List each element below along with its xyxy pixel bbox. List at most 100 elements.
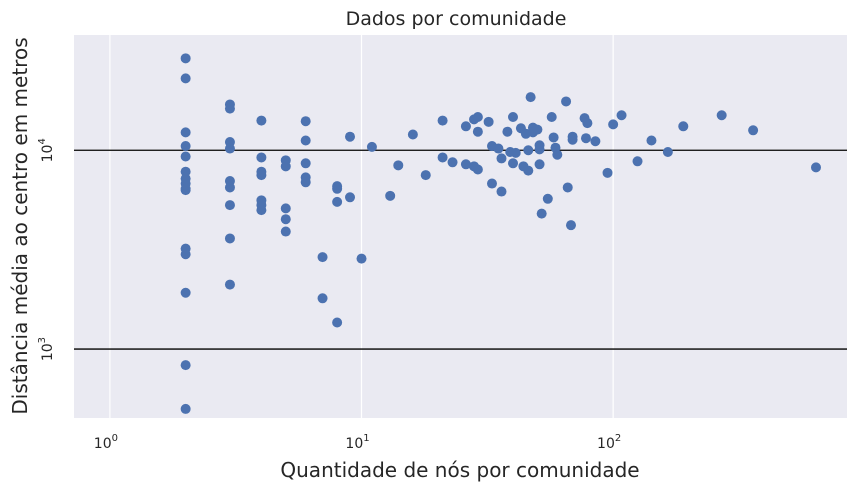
scatter-point xyxy=(280,161,291,172)
scatter-point xyxy=(332,183,343,194)
scatter-point xyxy=(437,152,448,163)
y-axis-label: Distância média ao centro em metros xyxy=(8,37,32,414)
scatter-point xyxy=(486,178,497,189)
scatter-point xyxy=(180,249,191,260)
scatter-point xyxy=(256,115,267,126)
scatter-point xyxy=(510,147,521,158)
scatter-point xyxy=(483,116,494,127)
scatter-point xyxy=(508,111,519,122)
scatter-point xyxy=(256,170,267,181)
scatter-point xyxy=(810,162,821,173)
scatter-point xyxy=(580,133,591,144)
scatter-point xyxy=(748,125,759,136)
scatter-point xyxy=(716,110,727,121)
scatter-point xyxy=(300,177,311,188)
x-tick-label: 100 xyxy=(94,433,118,452)
scatter-point xyxy=(523,165,534,176)
scatter-point xyxy=(224,103,235,114)
scatter-point xyxy=(437,115,448,126)
scatter-point xyxy=(180,141,191,152)
scatter-point xyxy=(616,110,627,121)
scatter-point xyxy=(256,152,267,163)
scatter-point xyxy=(300,135,311,146)
scatter-point xyxy=(536,208,547,219)
scatter-point xyxy=(300,116,311,127)
scatter-point xyxy=(280,203,291,214)
scatter-point xyxy=(472,126,483,137)
scatter-point xyxy=(472,164,483,175)
scatter-point xyxy=(472,111,483,122)
x-tick-label: 101 xyxy=(345,433,369,452)
scatter-point xyxy=(280,214,291,225)
scatter-point xyxy=(280,226,291,237)
scatter-point xyxy=(542,193,553,204)
scatter-point xyxy=(180,166,191,177)
scatter-point xyxy=(224,279,235,290)
chart-title: Dados por comunidade xyxy=(346,8,567,30)
y-tick-label: 103 xyxy=(37,337,56,361)
scatter-point xyxy=(534,144,545,155)
scatter-point xyxy=(407,129,418,140)
scatter-point xyxy=(565,220,576,231)
plot-background xyxy=(74,35,847,418)
scatter-point xyxy=(548,132,559,143)
scatter-point xyxy=(561,96,572,107)
scatter-point xyxy=(317,293,328,304)
scatter-point xyxy=(345,131,356,142)
scatter-point xyxy=(332,196,343,207)
reference-lines xyxy=(74,149,847,350)
scatter-point xyxy=(345,192,356,203)
scatter-point xyxy=(590,136,601,147)
scatter-point xyxy=(534,159,545,170)
scatter-point xyxy=(180,185,191,196)
scatter-point xyxy=(180,73,191,84)
scatter-point xyxy=(496,186,507,197)
scatter-point xyxy=(317,252,328,263)
scatter-point xyxy=(562,182,573,193)
scatter-point xyxy=(393,160,404,171)
scatter-point xyxy=(460,121,471,132)
scatter-point xyxy=(678,121,689,132)
scatter-point xyxy=(356,253,367,264)
scatter-point xyxy=(646,135,657,146)
scatter-point xyxy=(224,182,235,193)
scatter-point xyxy=(552,149,563,160)
scatter-point xyxy=(567,134,578,145)
scatter-point xyxy=(532,124,543,135)
scatter-point xyxy=(256,205,267,216)
x-tick-label: 102 xyxy=(597,433,621,452)
scatter-point xyxy=(180,287,191,298)
scatter-point xyxy=(632,156,643,167)
scatter-point xyxy=(180,53,191,64)
scatter-point xyxy=(224,143,235,154)
scatter-point xyxy=(523,145,534,156)
scatter-point xyxy=(224,233,235,244)
y-tick-label: 104 xyxy=(37,138,56,162)
scatter-point xyxy=(496,153,507,164)
scatter-point xyxy=(546,111,557,122)
scatter-point xyxy=(180,403,191,414)
scatter-point xyxy=(525,92,536,103)
scatter-point xyxy=(602,167,613,178)
scatter-point xyxy=(493,143,504,154)
scatter-point xyxy=(502,126,513,137)
scatter-point xyxy=(608,119,619,130)
scatter-point xyxy=(420,170,431,181)
scatter-point xyxy=(180,151,191,162)
scatter-point xyxy=(224,200,235,211)
tick-labels: 100 101 102 103 104 xyxy=(37,138,621,452)
scatter-point xyxy=(508,158,519,169)
scatter-point xyxy=(460,159,471,170)
scatter-point xyxy=(662,147,673,158)
scatter-point xyxy=(180,360,191,371)
scatter-point xyxy=(447,157,458,168)
scatter-point xyxy=(385,190,396,201)
x-axis-label: Quantidade de nós por comunidade xyxy=(280,458,639,482)
scatter-point xyxy=(332,317,343,328)
scatter-point xyxy=(366,141,377,152)
scatter-point xyxy=(300,158,311,169)
data-points xyxy=(180,53,821,414)
scatter-point xyxy=(180,127,191,138)
scatter-point xyxy=(582,118,593,129)
